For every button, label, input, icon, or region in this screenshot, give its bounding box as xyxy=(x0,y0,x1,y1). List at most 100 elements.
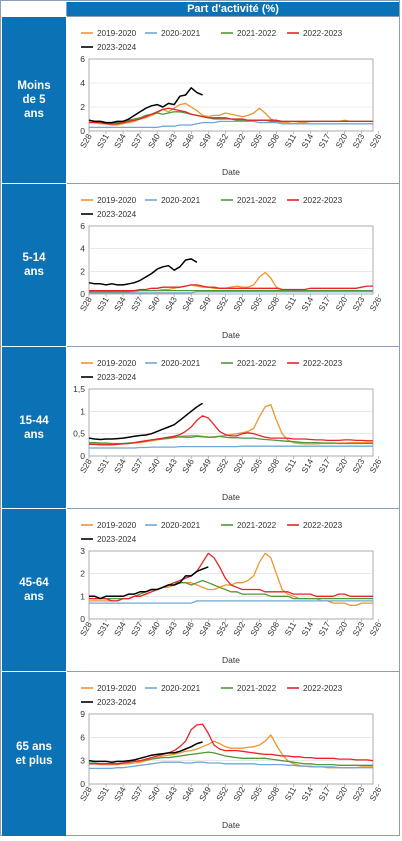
x-tick-label: S46 xyxy=(180,620,196,638)
series-line-2019-2020 xyxy=(89,734,373,769)
x-tick-label: S26 xyxy=(367,620,383,638)
legend-label: 2022-2023 xyxy=(303,521,343,530)
chart-15-44: 2019-2020 2020-2021 2021-2022 2022-2023 2023… xyxy=(73,359,383,502)
x-tick-label: S37 xyxy=(129,620,145,638)
x-tick-label: S11 xyxy=(282,457,298,475)
y-tick-label: 4 xyxy=(80,78,85,88)
y-tick-label: 6 xyxy=(80,732,85,742)
series-line-2023-2024 xyxy=(88,87,203,124)
legend-label: 2020-2021 xyxy=(161,196,201,205)
x-tick-label: S34 xyxy=(112,620,128,638)
legend-label: 2019-2020 xyxy=(97,684,137,693)
chart-5-14: 2019-2020 2020-2021 2021-2022 2022-2023 2023… xyxy=(78,196,384,340)
row-label-5-14: 5-14 ans xyxy=(2,183,66,346)
legend-label: 2020-2021 xyxy=(161,521,201,530)
legend-label: 2019-2020 xyxy=(97,521,137,530)
x-tick-label: S05 xyxy=(248,620,264,638)
header-corner xyxy=(2,2,67,16)
y-tick-label: 6 xyxy=(80,54,85,64)
y-tick-label: 6 xyxy=(80,221,85,231)
legend-label: 2022-2023 xyxy=(303,196,343,205)
x-tick-label: S20 xyxy=(333,620,349,638)
x-tick-label: S43 xyxy=(163,785,179,803)
x-tick-label: S14 xyxy=(299,457,315,475)
x-axis-label: Date xyxy=(222,167,240,177)
legend-label: 2020-2021 xyxy=(161,684,201,693)
x-tick-label: S05 xyxy=(248,457,264,475)
series-line-2020-2021 xyxy=(89,445,373,449)
legend-label: 2023-2024 xyxy=(97,43,137,52)
chart-cell-15-44: 2019-2020 2020-2021 2021-2022 2022-2023 2023… xyxy=(67,346,400,508)
x-tick-label: S43 xyxy=(163,132,179,150)
x-tick-label: S46 xyxy=(180,785,196,803)
x-tick-label: S31 xyxy=(95,132,111,150)
x-tick-label: S05 xyxy=(248,132,264,150)
x-tick-label: S26 xyxy=(367,785,383,803)
x-tick-label: S26 xyxy=(367,295,383,313)
x-tick-label: S34 xyxy=(112,295,128,313)
chart-cell-45-64: 2019-2020 2020-2021 2021-2022 2022-2023 2023… xyxy=(67,508,400,671)
series-line-2022-2023 xyxy=(89,415,373,446)
x-tick-label: S08 xyxy=(265,457,281,475)
x-tick-label: S52 xyxy=(214,620,230,638)
x-tick-label: S49 xyxy=(197,785,213,803)
x-tick-label: S14 xyxy=(299,132,315,150)
series-line-2022-2023 xyxy=(89,552,373,602)
legend-label: 2023-2024 xyxy=(97,698,137,707)
row-label-text: 65 ans et plus xyxy=(15,741,53,767)
x-tick-label: S11 xyxy=(282,620,298,638)
x-tick-label: S40 xyxy=(146,295,162,313)
y-tick-label: 1,5 xyxy=(73,384,85,394)
series-line-2020-2021 xyxy=(89,291,373,294)
x-tick-label: S37 xyxy=(129,295,145,313)
series-line-2022-2023 xyxy=(89,284,373,292)
plot-frame xyxy=(88,388,374,457)
x-tick-label: S08 xyxy=(265,785,281,803)
x-tick-label: S31 xyxy=(95,785,111,803)
series-line-2020-2021 xyxy=(89,600,373,604)
x-tick-label: S26 xyxy=(367,457,383,475)
x-tick-label: S31 xyxy=(95,620,111,638)
series-line-2023-2024 xyxy=(88,258,198,286)
x-tick-label: S08 xyxy=(265,132,281,150)
x-tick-label: S05 xyxy=(248,295,264,313)
x-tick-label: S40 xyxy=(146,457,162,475)
legend-label: 2021-2022 xyxy=(237,684,277,693)
series-line-2020-2021 xyxy=(89,120,373,129)
plot-frame xyxy=(88,58,374,132)
x-tick-label: S23 xyxy=(350,457,366,475)
row-label-under-5: Moins de 5 ans xyxy=(2,16,66,183)
legend-label: 2021-2022 xyxy=(237,196,277,205)
x-tick-label: S17 xyxy=(316,295,332,313)
legend-label: 2020-2021 xyxy=(161,359,201,368)
table-header: Part d'activité (%) xyxy=(67,2,399,16)
chart-cell-under-5: 2019-2020 2020-2021 2021-2022 2022-2023 2023… xyxy=(67,16,400,183)
y-tick-label: 1 xyxy=(80,591,85,601)
row-label-text: 5-14 ans xyxy=(22,252,46,278)
x-axis-label: Date xyxy=(222,820,240,830)
row-label-text: 45-64 ans xyxy=(19,577,49,603)
x-tick-label: S46 xyxy=(180,132,196,150)
legend-label: 2023-2024 xyxy=(97,210,137,219)
row-label-15-44: 15-44 ans xyxy=(2,346,66,508)
x-tick-label: S49 xyxy=(197,132,213,150)
legend-label: 2019-2020 xyxy=(97,29,137,38)
chart-cell-5-14: 2019-2020 2020-2021 2021-2022 2022-2023 2023… xyxy=(67,183,400,346)
x-tick-label: S23 xyxy=(350,295,366,313)
y-tick-label: 0 xyxy=(80,779,85,789)
x-tick-label: S43 xyxy=(163,620,179,638)
x-tick-label: S52 xyxy=(214,457,230,475)
x-tick-label: S02 xyxy=(231,785,247,803)
x-tick-label: S02 xyxy=(231,620,247,638)
y-tick-label: 4 xyxy=(80,244,85,254)
plot-frame xyxy=(88,225,374,295)
x-tick-label: S05 xyxy=(248,785,264,803)
row-label-65-plus: 65 ans et plus xyxy=(2,671,66,836)
chart-cell-65-plus: 2019-2020 2020-2021 2021-2022 2022-2023 2023… xyxy=(67,671,400,836)
x-tick-label: S26 xyxy=(367,132,383,150)
x-tick-label: S08 xyxy=(265,295,281,313)
legend-label: 2022-2023 xyxy=(303,684,343,693)
x-tick-label: S20 xyxy=(333,457,349,475)
plot-frame xyxy=(88,550,374,620)
legend-label: 2021-2022 xyxy=(237,359,277,368)
